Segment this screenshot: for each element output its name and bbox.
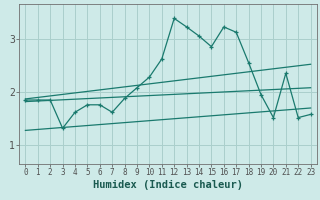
X-axis label: Humidex (Indice chaleur): Humidex (Indice chaleur) xyxy=(93,180,243,190)
